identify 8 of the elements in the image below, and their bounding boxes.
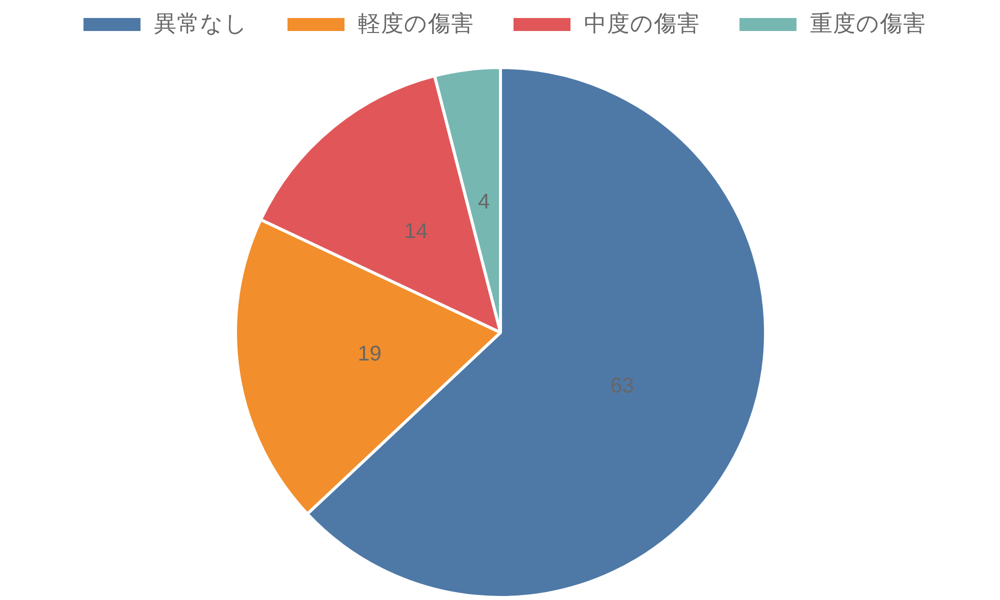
data-label: 63	[610, 374, 634, 398]
legend-label: 重度の傷害	[810, 9, 926, 38]
legend-label: 軽度の傷害	[358, 9, 474, 38]
data-label: 19	[358, 342, 382, 366]
legend-label: 中度の傷害	[584, 9, 700, 38]
legend-label: 異常なし	[154, 9, 248, 38]
data-label: 4	[478, 190, 490, 214]
data-label: 14	[404, 218, 428, 243]
